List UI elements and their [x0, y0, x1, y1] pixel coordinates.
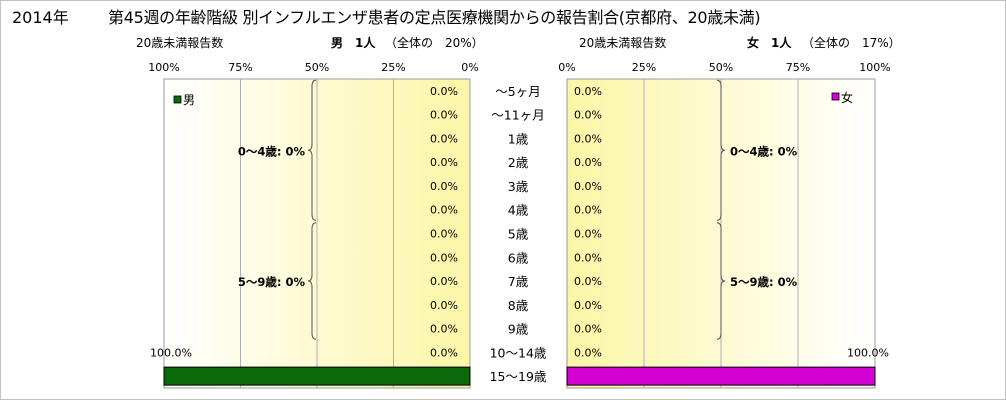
female-value-label: 0.0%: [574, 251, 602, 264]
age-category-label: 2歳: [508, 155, 529, 170]
male-group-brace: [307, 79, 317, 221]
male-header-count: 男 1人: [331, 34, 375, 51]
female-count: 女 1人: [747, 36, 792, 50]
age-category-label: 1歳: [508, 131, 529, 146]
age-category-label: 8歳: [508, 298, 529, 313]
age-category-label: 10～14歳: [490, 345, 547, 360]
male-legend-swatch: [173, 95, 182, 104]
chart-title: 第45週の年齢階級 別インフルエンザ患者の定点医療機関からの報告割合(京都府、2…: [108, 8, 761, 27]
female-value-label: 0.0%: [574, 180, 602, 193]
male-value-label: 0.0%: [430, 85, 458, 98]
female-value-label: 0.0%: [574, 275, 602, 288]
female-value-label: 0.0%: [574, 85, 602, 98]
female-legend-swatch: [831, 92, 840, 101]
female-group-label: 5～9歳: 0%: [730, 275, 798, 289]
age-category-label: 4歳: [508, 203, 529, 218]
male-value-label: 0.0%: [430, 156, 458, 169]
male-value-label: 0.0%: [430, 251, 458, 264]
age-category-label: 5歳: [508, 227, 529, 242]
female-value-label: 0.0%: [574, 156, 602, 169]
male-tick-label: 25%: [381, 61, 405, 74]
female-value-label: 0.0%: [574, 132, 602, 145]
male-header-share: （全体の 20%）: [385, 36, 484, 50]
female-group-label: 0～4歳: 0%: [730, 144, 798, 158]
male-group-label: 5～9歳: 0%: [238, 275, 306, 289]
female-tick-label: 100%: [859, 61, 890, 74]
chart-year: 2014年: [12, 8, 69, 27]
male-legend-label: 男: [183, 93, 195, 107]
male-group-brace: [307, 222, 317, 340]
male-value-label: 0.0%: [430, 204, 458, 217]
male-tick-label: 75%: [228, 61, 252, 74]
age-category-label: 9歳: [508, 322, 529, 337]
female-value-label: 0.0%: [574, 299, 602, 312]
female-tick-label: 25%: [632, 61, 656, 74]
male-value-label: 0.0%: [430, 299, 458, 312]
female-value-label: 0.0%: [574, 346, 602, 359]
male-tick-label: 100%: [148, 61, 179, 74]
female-header-left: 20歳未満報告数: [579, 36, 667, 50]
age-category-label: 7歳: [508, 274, 529, 289]
age-category-label: ～11ヶ月: [491, 108, 544, 123]
male-value-label: 0.0%: [430, 275, 458, 288]
male-value-label: 0.0%: [430, 180, 458, 193]
age-category-label: 3歳: [508, 179, 529, 194]
male-value-label: 0.0%: [430, 109, 458, 122]
male-bar: [163, 366, 471, 386]
female-value-label: 0.0%: [574, 228, 602, 241]
male-value-label: 0.0%: [430, 323, 458, 336]
female-value-label: 100.0%: [847, 346, 889, 359]
female-legend-label: 女: [841, 90, 853, 105]
female-value-label: 0.0%: [574, 204, 602, 217]
female-tick-label: 50%: [709, 61, 733, 74]
male-value-label: 100.0%: [150, 346, 192, 359]
female-group-brace: [716, 79, 726, 221]
male-value-label: 0.0%: [430, 228, 458, 241]
female-bar: [566, 366, 876, 386]
female-tick-label: 0%: [558, 61, 575, 74]
age-category-label: 6歳: [508, 250, 529, 265]
male-group-label: 0～4歳: 0%: [238, 144, 306, 158]
female-group-brace: [716, 222, 726, 340]
age-category-label: ～5ヶ月: [495, 84, 540, 99]
male-value-label: 0.0%: [430, 132, 458, 145]
male-count: 男 1人: [331, 36, 376, 50]
age-category-label: 15～19歳: [490, 369, 547, 384]
female-value-label: 0.0%: [574, 109, 602, 122]
male-value-label: 0.0%: [430, 346, 458, 359]
male-tick-label: 50%: [305, 61, 329, 74]
female-value-label: 0.0%: [574, 323, 602, 336]
male-tick-label: 0%: [461, 61, 478, 74]
female-header-share: （全体の 17%）: [802, 36, 901, 50]
male-header-left: 20歳未満報告数: [136, 36, 224, 50]
female-tick-label: 75%: [786, 61, 810, 74]
female-header-count: 女 1人: [747, 34, 791, 51]
